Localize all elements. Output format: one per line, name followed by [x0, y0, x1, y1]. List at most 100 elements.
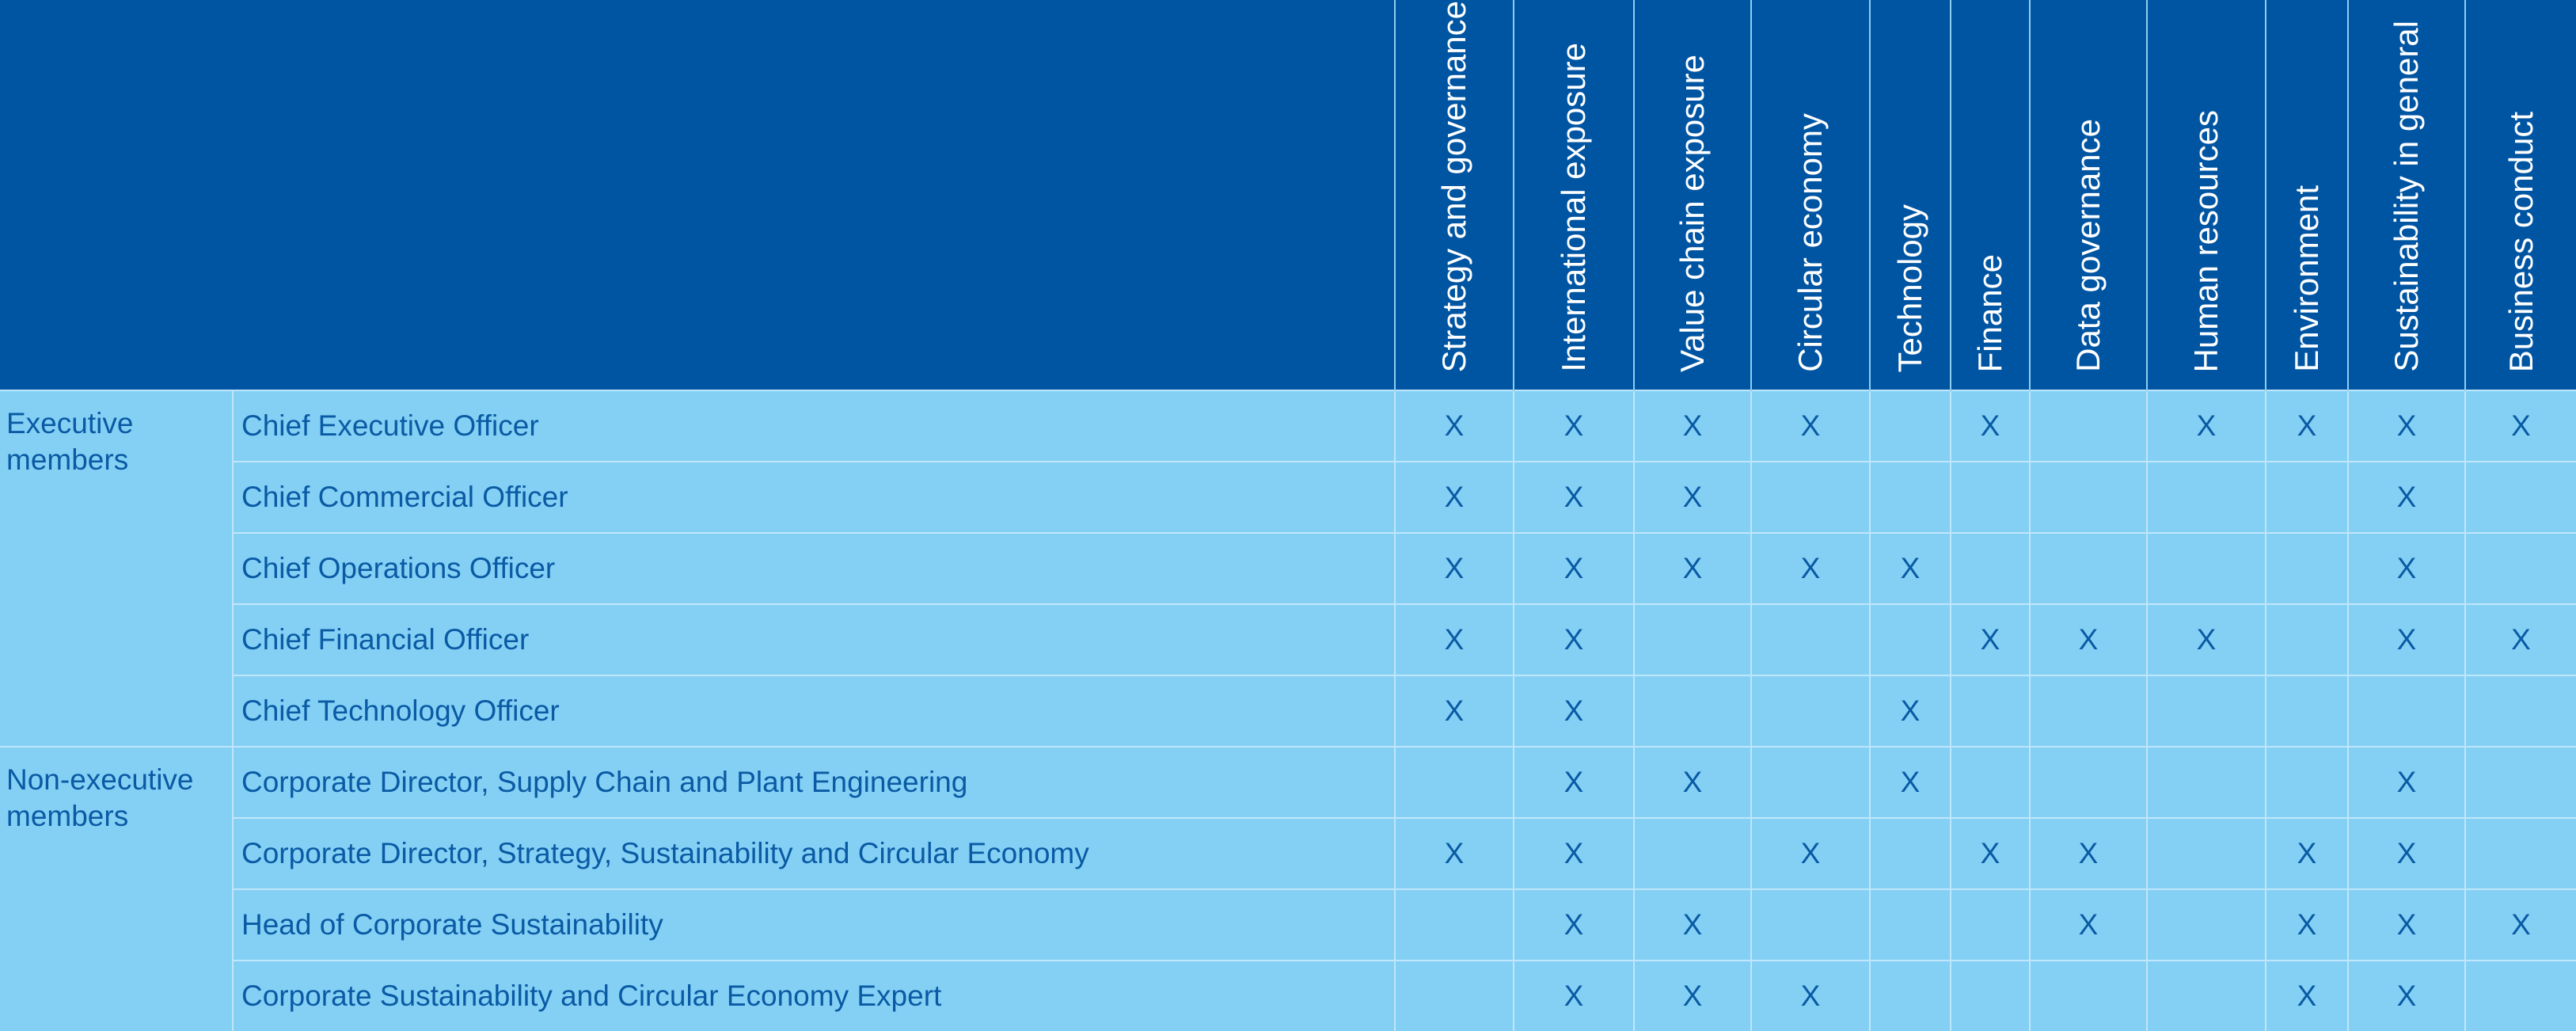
role-label: Corporate Sustainability and Circular Ec…	[232, 960, 1395, 1031]
skill-mark-cell: X	[1750, 960, 1870, 1031]
column-header-label: Data governance	[2069, 119, 2107, 372]
header-blank-group	[0, 0, 233, 390]
column-header: International exposure	[1513, 0, 1634, 390]
skill-mark-cell	[1750, 461, 1870, 533]
skill-mark-cell: X	[2347, 817, 2465, 889]
skill-mark-cell: X	[1633, 390, 1751, 462]
skill-mark-cell	[2146, 461, 2266, 533]
column-header: Technology	[1869, 0, 1951, 390]
skill-mark-cell	[2464, 461, 2576, 533]
skill-mark-cell: X	[1513, 817, 1634, 889]
header-blank-role	[233, 0, 1395, 390]
column-header: Finance	[1950, 0, 2030, 390]
skill-mark-cell: X	[2347, 390, 2465, 462]
role-label: Chief Financial Officer	[232, 603, 1395, 675]
role-label: Corporate Director, Supply Chain and Pla…	[232, 746, 1395, 818]
column-header-label: Technology	[1891, 204, 1928, 372]
skill-mark-cell	[2265, 603, 2348, 675]
skill-mark-cell	[2029, 675, 2147, 747]
skill-mark-cell	[1633, 675, 1751, 747]
skill-mark-cell	[1869, 603, 1951, 675]
skill-mark-cell: X	[1513, 960, 1634, 1031]
skill-mark-cell	[2265, 461, 2348, 533]
skill-mark-cell: X	[2265, 888, 2348, 961]
skill-mark-cell: X	[1633, 746, 1751, 818]
column-header: Strategy and governance	[1394, 0, 1514, 390]
skill-mark-cell: X	[1750, 817, 1870, 889]
skill-mark-cell: X	[1633, 888, 1751, 961]
skill-mark-cell	[1869, 817, 1951, 889]
skill-mark-cell: X	[2464, 390, 2576, 462]
skill-mark-cell: X	[1513, 603, 1634, 675]
column-header: Business conduct	[2464, 0, 2576, 390]
skill-mark-cell	[2464, 960, 2576, 1031]
skill-mark-cell	[2029, 532, 2147, 604]
skill-mark-cell: X	[2146, 390, 2266, 462]
skill-mark-cell: X	[1394, 532, 1514, 604]
skill-mark-cell	[2347, 675, 2465, 747]
skill-mark-cell: X	[1950, 603, 2030, 675]
skill-mark-cell: X	[2029, 888, 2147, 961]
role-label: Chief Commercial Officer	[232, 461, 1395, 533]
column-header: Circular economy	[1750, 0, 1870, 390]
skill-mark-cell	[1869, 888, 1951, 961]
skill-mark-cell	[2029, 960, 2147, 1031]
table-row: Non-executive members Corporate Director,…	[0, 746, 2576, 1031]
skill-mark-cell: X	[1750, 532, 1870, 604]
skill-mark-cell	[2265, 532, 2348, 604]
skill-mark-cell	[1950, 461, 2030, 533]
skill-mark-cell	[1394, 888, 1514, 961]
skill-mark-cell	[1950, 675, 2030, 747]
column-header-label: International exposure	[1555, 43, 1592, 372]
skill-mark-cell: X	[1394, 390, 1514, 462]
skill-mark-cell: X	[2347, 461, 2465, 533]
group-label: Non-executive members	[0, 746, 233, 1031]
skill-mark-cell	[1950, 960, 2030, 1031]
column-header-label: Human resources	[2187, 109, 2225, 372]
skill-mark-cell	[2464, 675, 2576, 747]
skill-mark-cell	[2464, 817, 2576, 889]
table-row: Chief Operations Officer X X X X X X	[0, 532, 2576, 604]
skill-mark-cell	[2146, 888, 2266, 961]
skill-mark-cell: X	[2347, 603, 2465, 675]
skill-mark-cell: X	[2347, 960, 2465, 1031]
header-row: Strategy and governance International ex…	[0, 0, 2576, 390]
matrix-body: Executive members Chief Executive Officer…	[0, 390, 2576, 1031]
skill-mark-cell: X	[1633, 960, 1751, 1031]
skill-mark-cell	[1750, 603, 1870, 675]
column-header-label: Value chain exposure	[1674, 55, 1711, 372]
skill-mark-cell	[1633, 817, 1751, 889]
column-header-label: Business conduct	[2502, 111, 2540, 372]
skill-mark-cell: X	[1513, 675, 1634, 747]
skill-mark-cell: X	[2265, 390, 2348, 462]
skill-mark-cell: X	[2146, 603, 2266, 675]
skill-mark-cell	[2146, 675, 2266, 747]
group-label: Executive members	[0, 390, 233, 747]
column-header-label: Environment	[2288, 185, 2325, 372]
skill-mark-cell: X	[2029, 817, 2147, 889]
skill-mark-cell: X	[1513, 461, 1634, 533]
column-header: Environment	[2265, 0, 2348, 390]
column-header-label: Strategy and governance	[1435, 0, 1472, 372]
column-header-label: Sustainability in general	[2388, 21, 2425, 372]
role-label: Head of Corporate Sustainability	[232, 888, 1395, 961]
skill-mark-cell: X	[2464, 888, 2576, 961]
role-label: Chief Technology Officer	[232, 675, 1395, 747]
skill-mark-cell: X	[1394, 817, 1514, 889]
skill-mark-cell	[1750, 746, 1870, 818]
skill-mark-cell: X	[1633, 532, 1751, 604]
skill-mark-cell	[1750, 888, 1870, 961]
skill-mark-cell	[1869, 461, 1951, 533]
skill-mark-cell: X	[1513, 390, 1634, 462]
skill-mark-cell	[2265, 746, 2348, 818]
skill-mark-cell: X	[2265, 960, 2348, 1031]
skill-mark-cell: X	[1513, 746, 1634, 818]
skill-mark-cell	[2029, 461, 2147, 533]
skill-mark-cell: X	[1869, 746, 1951, 818]
skill-mark-cell: X	[1869, 532, 1951, 604]
skill-mark-cell: X	[1950, 817, 2030, 889]
skill-mark-cell: X	[1950, 390, 2030, 462]
skill-mark-cell	[2464, 746, 2576, 818]
skill-mark-cell	[1950, 888, 2030, 961]
column-header: Sustainability in general	[2347, 0, 2465, 390]
